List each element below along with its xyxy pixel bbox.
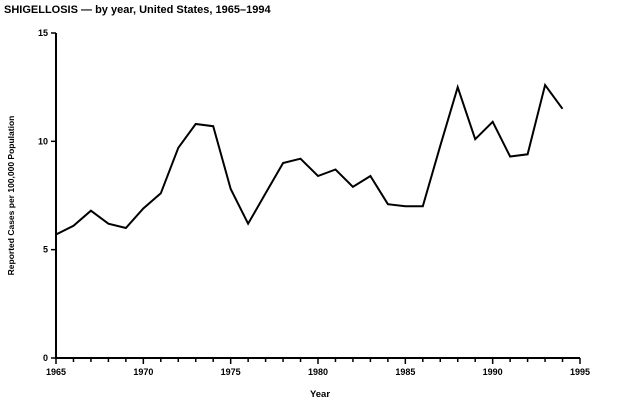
x-tick-label: 1980 <box>308 367 328 377</box>
x-tick-label: 1975 <box>221 367 241 377</box>
x-tick-label: 1990 <box>483 367 503 377</box>
y-axis-label: Reported Cases per 100,000 Population <box>6 116 16 276</box>
y-tick-label: 5 <box>43 245 48 255</box>
x-tick-label: 1985 <box>395 367 415 377</box>
y-tick-label: 10 <box>38 136 48 146</box>
x-tick-label: 1995 <box>570 367 590 377</box>
chart-title: SHIGELLOSIS — by year, United States, 19… <box>4 4 271 16</box>
y-tick-label: 0 <box>43 353 48 363</box>
x-axis-label: Year <box>310 389 330 400</box>
x-tick-label: 1970 <box>133 367 153 377</box>
x-tick-label: 1965 <box>46 367 66 377</box>
y-tick-label: 15 <box>38 28 48 38</box>
data-line <box>55 82 564 236</box>
